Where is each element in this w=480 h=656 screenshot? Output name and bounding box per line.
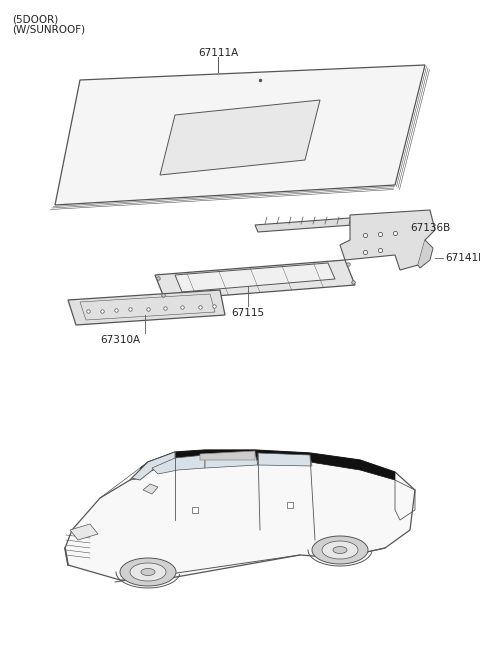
Polygon shape xyxy=(68,290,225,325)
Polygon shape xyxy=(205,453,258,468)
Polygon shape xyxy=(140,450,395,480)
Polygon shape xyxy=(55,65,425,205)
Ellipse shape xyxy=(333,546,347,554)
Polygon shape xyxy=(418,240,433,268)
Polygon shape xyxy=(132,452,175,480)
Polygon shape xyxy=(200,451,255,460)
Text: 67115: 67115 xyxy=(231,308,264,318)
Text: (W/SUNROOF): (W/SUNROOF) xyxy=(12,24,85,34)
Polygon shape xyxy=(130,462,148,480)
Text: 67141B: 67141B xyxy=(445,253,480,263)
Polygon shape xyxy=(65,450,415,582)
Polygon shape xyxy=(258,453,312,466)
Text: 67111A: 67111A xyxy=(198,48,238,58)
Polygon shape xyxy=(255,215,393,232)
Polygon shape xyxy=(143,484,158,494)
Polygon shape xyxy=(175,263,335,292)
Ellipse shape xyxy=(312,536,368,564)
Polygon shape xyxy=(70,524,98,540)
Ellipse shape xyxy=(141,569,155,575)
Polygon shape xyxy=(340,210,435,270)
Ellipse shape xyxy=(120,558,176,586)
Polygon shape xyxy=(160,100,320,175)
Polygon shape xyxy=(155,260,355,300)
Ellipse shape xyxy=(322,541,358,559)
Text: 67310A: 67310A xyxy=(100,335,140,345)
Text: (5DOOR): (5DOOR) xyxy=(12,14,58,24)
Ellipse shape xyxy=(130,563,166,581)
Text: 67136B: 67136B xyxy=(410,223,450,233)
Polygon shape xyxy=(152,455,205,474)
